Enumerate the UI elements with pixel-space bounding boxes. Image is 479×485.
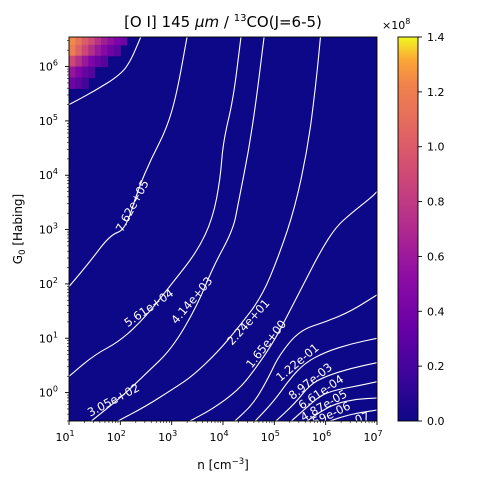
- heatmap-cell: [94, 44, 102, 57]
- heatmap-cell: [101, 37, 109, 46]
- x-tick-label: 105: [261, 429, 280, 444]
- colorbar: 0.0 0.2 0.4 0.6 0.8 1.0 1.2 1.4 ×108: [382, 17, 445, 428]
- x-tick-label: 102: [107, 429, 126, 444]
- colorbar-multiplier: ×108: [382, 17, 410, 32]
- colorbar-tick-label: 1.0: [427, 141, 445, 154]
- heatmap-cell: [81, 44, 89, 57]
- heatmap-cells: [69, 37, 128, 89]
- y-tick-label: 103: [39, 222, 58, 237]
- heatmap-cell: [101, 44, 109, 57]
- contour-line: [254, 337, 377, 421]
- contour-line: [116, 37, 322, 421]
- contour-line: [328, 409, 377, 421]
- x-tick-label: 107: [363, 429, 382, 444]
- heatmap-cell: [69, 55, 77, 68]
- heatmap-cell: [88, 44, 96, 57]
- heatmap-cell: [94, 37, 102, 46]
- y-tick-label: 105: [39, 113, 58, 128]
- colorbar-ticks: 0.0 0.2 0.4 0.6 0.8 1.0 1.2 1.4: [418, 31, 445, 428]
- contour-line: [188, 191, 377, 421]
- colorbar-tick-label: 1.4: [427, 31, 445, 44]
- heatmap-cell: [120, 37, 128, 46]
- colorbar-tick-label: 0.8: [427, 196, 445, 209]
- colorbar-gradient: [397, 36, 419, 422]
- y-axis-ticks: 100 101 102 103 104 105 106: [39, 40, 69, 422]
- heatmap-cell: [81, 77, 89, 89]
- heatmap-cell: [69, 77, 77, 89]
- colorbar-tick-label: 0.2: [427, 360, 445, 373]
- heatmap-cell: [81, 55, 89, 68]
- contour-line: [69, 37, 142, 106]
- y-tick-label: 100: [39, 385, 58, 400]
- heatmap-background: [69, 37, 377, 421]
- y-tick-label: 106: [39, 59, 58, 74]
- heatmap-cell: [75, 55, 83, 68]
- y-axis-label: G0 [Habing]: [11, 194, 28, 264]
- contour-line: [90, 37, 265, 421]
- x-axis-ticks: 101 102 103 104 105 106 107: [55, 421, 383, 444]
- heatmap-cell: [107, 44, 115, 57]
- heatmap-cell: [88, 66, 96, 79]
- heatmap-cell: [75, 77, 83, 89]
- heatmap-cell: [69, 44, 77, 57]
- heatmap-cell: [69, 66, 77, 79]
- colorbar-tick-label: 0.6: [427, 250, 445, 263]
- heatmap-cell: [69, 37, 77, 46]
- heatmap-cell: [75, 66, 83, 79]
- y-tick-label: 102: [39, 276, 58, 291]
- x-tick-label: 101: [55, 429, 74, 444]
- heatmap-cell: [113, 44, 121, 57]
- x-tick-label: 103: [158, 429, 177, 444]
- heatmap-cell: [107, 37, 115, 46]
- heatmap-cell: [88, 37, 96, 46]
- x-tick-label: 106: [312, 429, 331, 444]
- contour-line: [275, 362, 377, 421]
- x-axis-label: n [cm−3]: [197, 457, 249, 472]
- heatmap-cell: [75, 37, 83, 46]
- heatmap-cell: [81, 66, 89, 79]
- contour-line: [69, 37, 188, 287]
- x-tick-label: 104: [209, 429, 228, 444]
- heatmap-cell: [113, 37, 121, 46]
- heatmap-cell: [94, 55, 102, 68]
- colorbar-tick-label: 0.0: [427, 415, 445, 428]
- heatmap-cell: [101, 55, 109, 68]
- contour-line: [306, 397, 377, 421]
- y-tick-label: 101: [39, 330, 58, 345]
- heatmap-cell: [81, 37, 89, 46]
- colorbar-tick-label: 0.4: [427, 305, 445, 318]
- heatmap-cell: [88, 55, 96, 68]
- contour-line: [69, 37, 242, 377]
- contour-lines: [69, 37, 377, 421]
- colorbar-tick-label: 1.2: [427, 86, 445, 99]
- heatmap-cell: [75, 44, 83, 57]
- heatmap-plot: 7.62e+055.61e+044.14e+03 2.24e+011.65e+00…: [68, 36, 378, 422]
- contour-line: [234, 294, 377, 421]
- y-tick-label: 104: [39, 167, 58, 182]
- chart-title: [O I] 145 μm / 13CO(J=6-5): [124, 13, 322, 31]
- contour-line: [290, 381, 377, 421]
